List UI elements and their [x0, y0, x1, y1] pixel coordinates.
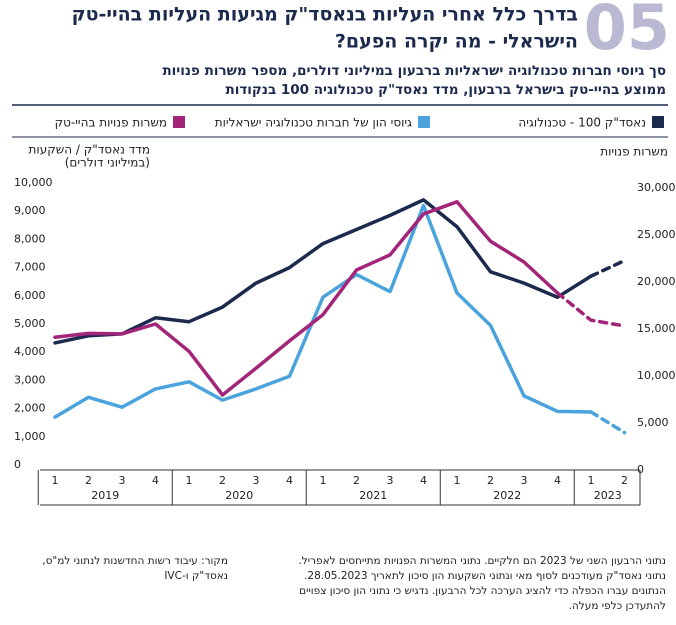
- legend-swatch: [418, 116, 430, 128]
- y-tick-label: 1,000: [14, 430, 46, 443]
- subtitle: ממוצע בהיי-טק בישראל ברבעון, מדד נאסד"ק …: [225, 82, 666, 98]
- y-axis-title: מדד נאסד"ק / השקעות: [29, 143, 150, 157]
- x-tick-label: 2: [621, 474, 628, 487]
- x-tick-label: 2: [219, 474, 226, 487]
- x-tick-label: 2: [85, 474, 92, 487]
- y-axis-title: (במיליוני דולרים): [65, 156, 150, 170]
- legend-swatch: [173, 116, 185, 128]
- y-tick-label: 7,000: [14, 261, 46, 274]
- y-tick-label: 2,000: [14, 402, 46, 415]
- title: הישראלי - מה יקרה הפעם?: [335, 31, 578, 53]
- legend-label: גיוסי הון של חברות טכנולוגיה ישראליות: [215, 116, 412, 130]
- y-tick-label: 5,000: [14, 317, 46, 330]
- y2-tick-label: 0: [637, 463, 644, 476]
- y2-tick-label: 10,000: [637, 369, 676, 382]
- x-tick-label: 3: [253, 474, 260, 487]
- x-tick-label: 4: [286, 474, 293, 487]
- x-group-label: 2021: [359, 489, 387, 502]
- legend-swatch: [652, 116, 664, 128]
- x-tick-label: 2: [353, 474, 360, 487]
- x-group-label: 2019: [91, 489, 119, 502]
- x-tick-label: 3: [387, 474, 394, 487]
- note: נתוני הרבעון השני של 2023 הם חלקיים. נתו…: [298, 555, 666, 567]
- y2-tick-label: 5,000: [637, 416, 669, 429]
- x-tick-label: 1: [52, 474, 59, 487]
- x-tick-label: 3: [119, 474, 126, 487]
- title: בדרך כלל אחרי העליות בנאסד"ק מגיעות העלי…: [72, 4, 578, 26]
- y2-tick-label: 30,000: [637, 181, 676, 194]
- y-tick-label: 8,000: [14, 232, 46, 245]
- line: [53, 198, 593, 345]
- line-projection: [589, 410, 627, 435]
- note: הנתונים עברו הכפלה כדי להציג הערכה לכל ה…: [299, 585, 666, 597]
- x-tick-label: 2: [487, 474, 494, 487]
- y-tick-label: 6,000: [14, 289, 46, 302]
- badge: 05: [584, 0, 670, 64]
- y2-axis-title: משרות פנויות: [600, 145, 668, 159]
- x-group-label: 2020: [225, 489, 253, 502]
- x-group-label: 2022: [493, 489, 521, 502]
- note: להתעדכן כלפי מעלה.: [569, 600, 666, 612]
- x-tick-label: 1: [454, 474, 461, 487]
- legend-label: משרות פנויות בהיי-טק: [55, 116, 167, 130]
- source: מקור: עיבוד רשות החדשנות לנתוני למ"ס,: [42, 555, 228, 567]
- x-tick-label: 3: [521, 474, 528, 487]
- y-tick-label: 3,000: [14, 373, 46, 386]
- y-tick-label: 10,000: [14, 176, 53, 189]
- x-tick-label: 4: [554, 474, 561, 487]
- line-projection: [589, 258, 627, 278]
- legend-label: נאסד"ק 100 - טכנולוגיה: [518, 116, 646, 130]
- note: נתוני נאסד"ק מעודכנים לסוף מאי ונתוני הש…: [304, 570, 666, 582]
- line: [53, 200, 560, 397]
- y2-tick-label: 20,000: [637, 275, 676, 288]
- line-projection: [555, 291, 627, 328]
- source: נאסד"ק ו-IVC: [164, 570, 228, 582]
- subtitle: סך גיוסי חברות טכנולוגיה ישראליות ברבעון…: [162, 63, 666, 79]
- x-tick-label: 1: [186, 474, 193, 487]
- x-tick-label: 1: [588, 474, 595, 487]
- y2-tick-label: 15,000: [637, 322, 676, 335]
- line: [53, 203, 593, 419]
- x-tick-label: 1: [320, 474, 327, 487]
- y-tick-label: 4,000: [14, 345, 46, 358]
- y2-tick-label: 25,000: [637, 228, 676, 241]
- x-group-label: 2023: [594, 489, 622, 502]
- x-tick-label: 4: [152, 474, 159, 487]
- x-tick-label: 4: [420, 474, 427, 487]
- y-tick-label: 0: [14, 458, 21, 471]
- y-tick-label: 9,000: [14, 204, 46, 217]
